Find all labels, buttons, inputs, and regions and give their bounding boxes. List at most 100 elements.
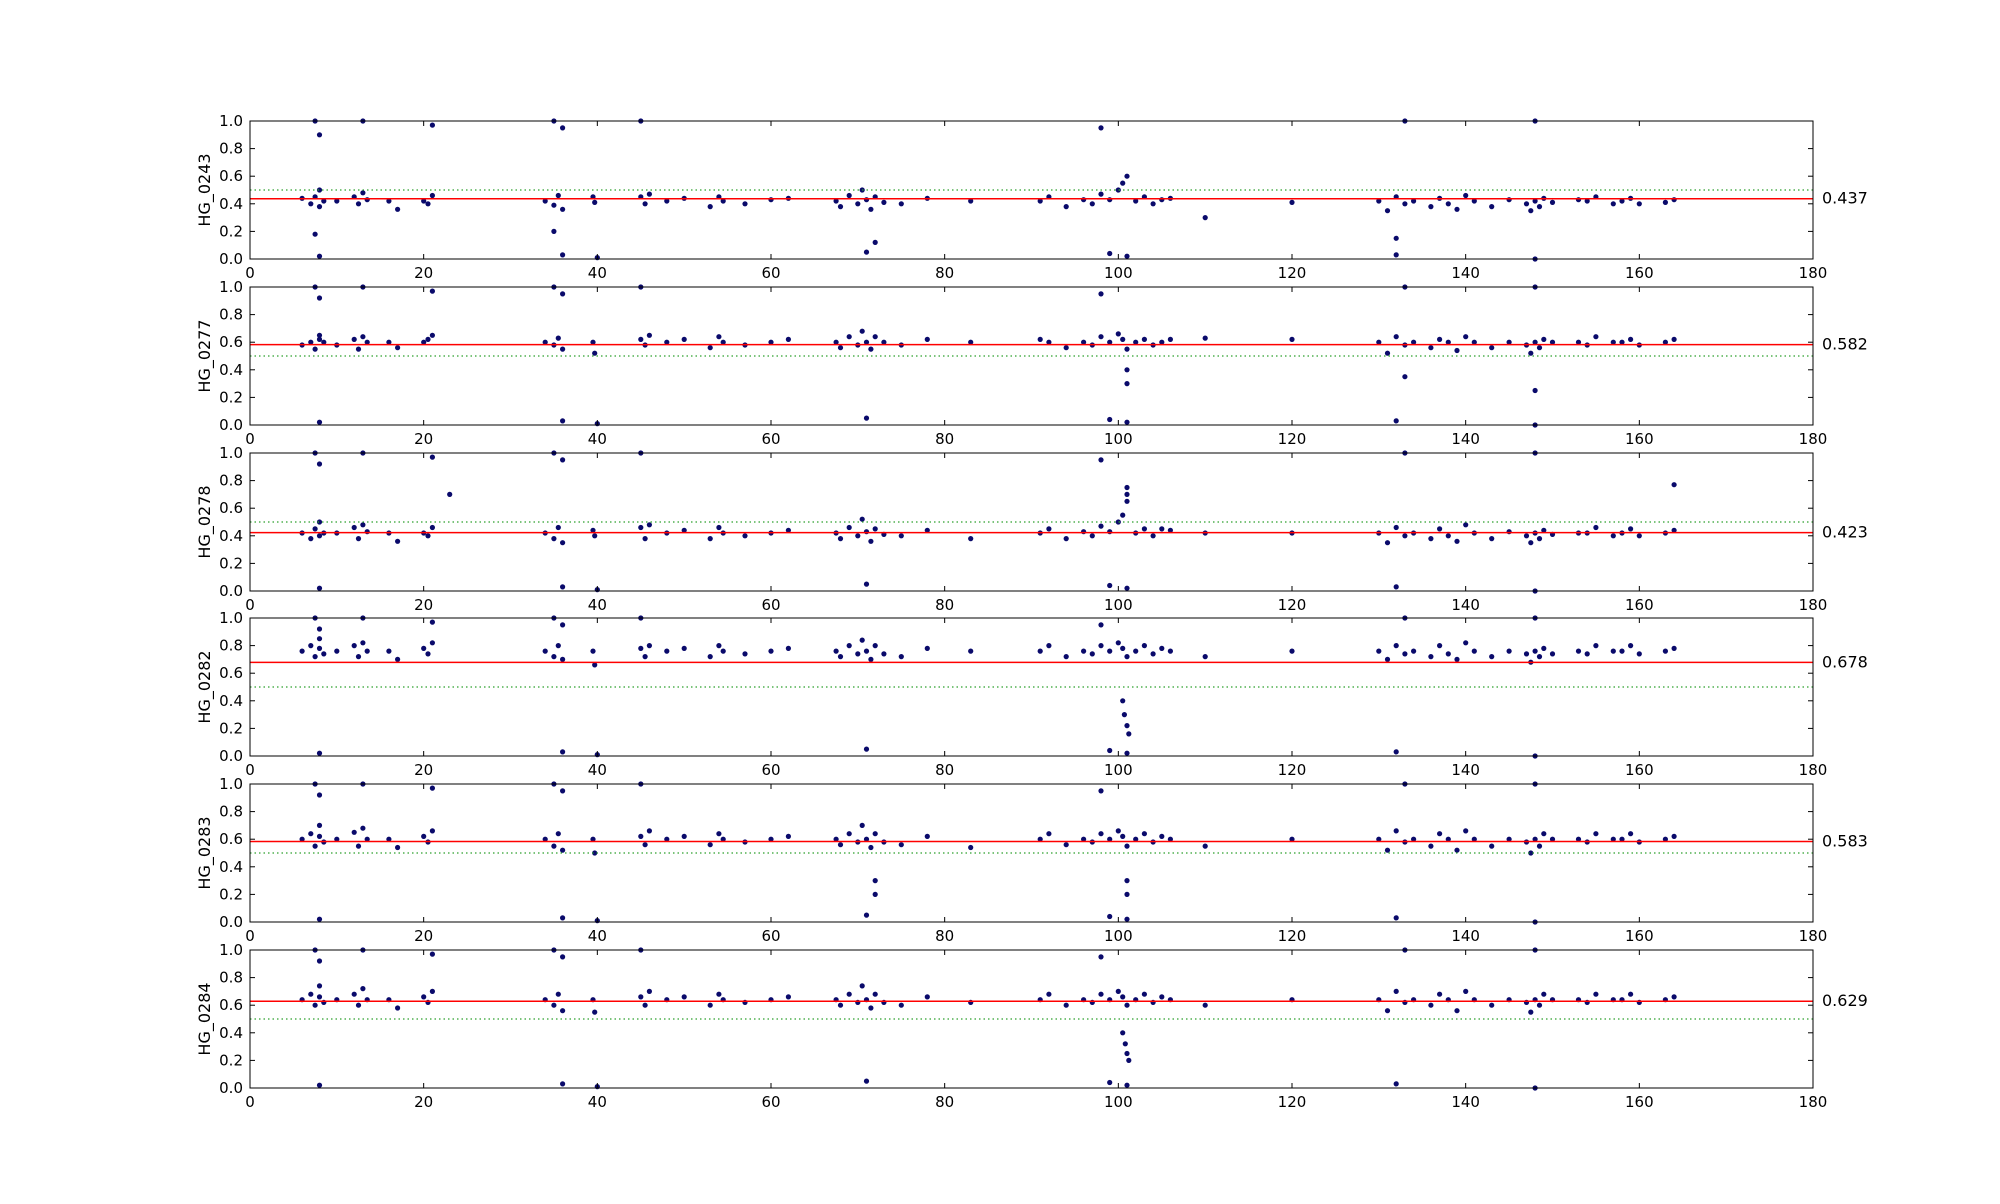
data-point: [1124, 367, 1130, 373]
data-point: [1428, 536, 1434, 542]
data-point: [590, 836, 596, 842]
data-point: [846, 334, 852, 340]
data-point: [863, 249, 870, 255]
data-point: [1124, 654, 1130, 660]
data-point: [1610, 201, 1616, 207]
data-point: [720, 836, 726, 842]
data-point: [316, 585, 323, 591]
data-point: [1584, 198, 1590, 204]
data-point: [395, 345, 401, 351]
data-point: [1445, 339, 1451, 345]
data-point: [1428, 345, 1434, 351]
data-point: [924, 645, 930, 652]
x-tick-label: 60: [761, 264, 780, 282]
data-point: [837, 1002, 844, 1008]
data-point: [421, 994, 427, 1000]
data-point: [646, 828, 653, 834]
data-point: [1202, 215, 1208, 221]
data-point: [898, 1002, 904, 1008]
data-point: [1098, 622, 1104, 628]
x-tick-label: 0: [245, 927, 255, 945]
data-point: [429, 524, 435, 531]
data-point: [429, 988, 435, 995]
x-tick-label: 40: [588, 761, 607, 779]
data-point: [742, 533, 748, 539]
axes-frame: [249, 949, 1814, 1089]
data-point: [1384, 1008, 1391, 1014]
data-point: [1081, 648, 1087, 654]
data-point: [868, 538, 874, 544]
data-point: [1662, 648, 1668, 654]
data-point: [386, 339, 392, 345]
data-point: [312, 654, 318, 660]
data-point: [872, 334, 878, 340]
x-tick-label: 0: [245, 264, 255, 282]
data-point: [1619, 648, 1625, 654]
data-point: [1098, 991, 1104, 997]
data-point: [1122, 1041, 1128, 1047]
data-point: [1454, 1008, 1460, 1014]
data-point: [1133, 198, 1139, 204]
data-point: [1393, 252, 1399, 258]
data-point: [1575, 836, 1582, 842]
data-point: [1445, 201, 1451, 207]
y-tick-label: 1.0: [219, 278, 243, 296]
y-tick-label: 0.8: [219, 637, 243, 655]
x-tick-label: 180: [1799, 430, 1828, 448]
data-point: [1289, 336, 1295, 342]
data-point: [1107, 416, 1113, 423]
data-point: [768, 836, 774, 842]
data-point: [1124, 498, 1130, 504]
x-tick-label: 160: [1625, 430, 1654, 448]
data-point: [321, 339, 327, 345]
data-point: [1619, 339, 1625, 345]
panel-5: 0.0 0.2 0.4 0.6 0.8 1.0 0 20 40 60 80 100 120 140 160 1…: [195, 775, 1868, 945]
data-point: [1541, 336, 1547, 342]
data-point: [1124, 891, 1130, 898]
y-tick-label: 0.0: [219, 1079, 243, 1097]
data-point: [1120, 833, 1126, 840]
data-point: [1610, 836, 1616, 842]
axes-frame: [249, 452, 1814, 592]
x-tick-label: 120: [1278, 761, 1307, 779]
y-tick-label: 0.0: [219, 913, 243, 931]
data-point: [560, 540, 566, 546]
data-point: [1506, 529, 1512, 535]
data-point: [1046, 991, 1052, 997]
axes-frame: [249, 617, 1814, 757]
data-point: [1437, 526, 1443, 532]
data-point: [855, 651, 861, 657]
data-point: [1402, 533, 1408, 539]
data-point: [590, 527, 596, 533]
data-point: [386, 648, 392, 654]
data-point: [334, 198, 340, 204]
x-tick-label: 80: [935, 264, 954, 282]
data-point: [1141, 336, 1147, 342]
data-point: [1671, 482, 1677, 488]
data-point: [542, 339, 548, 345]
data-point: [316, 295, 323, 301]
data-point: [360, 190, 366, 196]
axes-frame: [249, 286, 1814, 426]
x-tick-label: 180: [1799, 596, 1828, 614]
data-point: [1489, 654, 1495, 660]
data-point: [1120, 994, 1126, 1000]
data-point: [364, 339, 370, 345]
data-point: [1437, 991, 1443, 997]
x-tick-label: 100: [1104, 927, 1133, 945]
data-point: [1445, 651, 1451, 657]
data-point: [1107, 529, 1113, 535]
data-point: [1506, 648, 1512, 654]
data-point: [1098, 125, 1104, 131]
data-point: [1489, 204, 1495, 210]
data-point: [1428, 654, 1434, 660]
data-point: [881, 339, 887, 345]
data-point: [1120, 336, 1126, 342]
data-point: [429, 122, 435, 128]
data-point: [355, 843, 362, 849]
data-point: [1133, 836, 1139, 842]
data-point: [542, 648, 548, 654]
data-point: [1454, 206, 1460, 212]
y-tick-label: 0.6: [219, 167, 243, 185]
x-tick-label: 180: [1799, 1093, 1828, 1111]
